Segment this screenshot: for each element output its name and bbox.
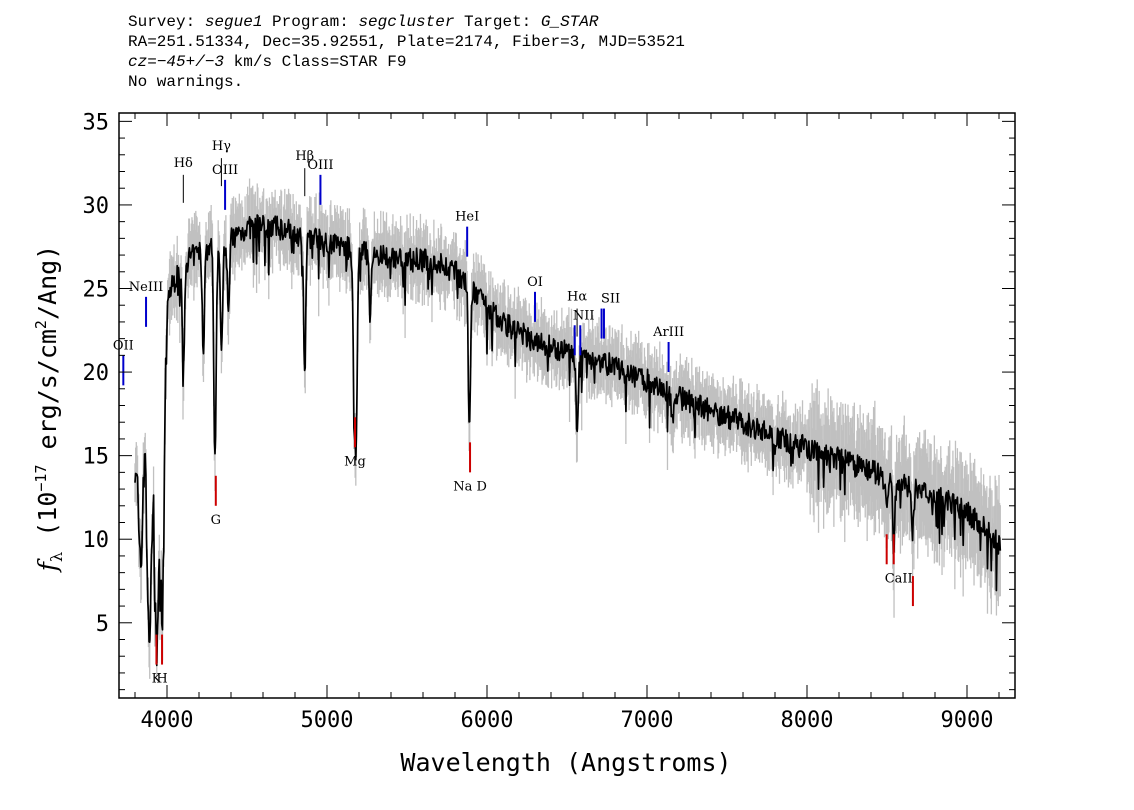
y-axis-label: fλ (10−17 erg/s/cm2/Ang) — [32, 245, 66, 573]
balmer-label: Hβ — [295, 149, 314, 164]
spectrum-header: Survey: segue1 Program: segcluster Targe… — [128, 12, 685, 92]
y-tick-label: 30 — [83, 194, 110, 219]
y-tick-label: 25 — [83, 278, 110, 303]
emission-label: NII — [573, 308, 595, 323]
emission-label: OII — [113, 338, 134, 353]
x-tick-label: 4000 — [141, 708, 194, 733]
flux-series — [134, 214, 1002, 667]
x-tick-label: 7000 — [621, 708, 674, 733]
emission-label: SII — [601, 292, 620, 307]
y-tick-label: 35 — [83, 110, 110, 135]
axis-ticks: 4000 5000 6000 7000 8000 9000 5 10 15 20 25 30 35 — [83, 110, 1015, 733]
absorption-label: Mg — [344, 454, 366, 469]
emission-label: ArIII — [652, 325, 684, 340]
emission-label: NeIII — [129, 280, 163, 295]
y-tick-label: 15 — [83, 445, 110, 470]
absorption-label: H — [156, 672, 167, 687]
redshift-class-line: cz=−45+/−3 km/s Class=STAR F9 — [128, 53, 407, 71]
flux-layer — [134, 214, 1002, 667]
warnings-line: No warnings. — [128, 73, 244, 91]
absorption-label: G — [211, 513, 221, 528]
emission-label: HeI — [455, 210, 479, 225]
balmer-label: Hα — [567, 290, 587, 305]
emission-label: OIII — [212, 163, 238, 178]
x-tick-label: 9000 — [941, 708, 994, 733]
y-tick-label: 10 — [83, 528, 110, 553]
x-tick-label: 8000 — [781, 708, 834, 733]
survey-line: Survey: segue1 Program: segcluster Targe… — [128, 13, 599, 31]
balmer-label: Hδ — [174, 156, 193, 171]
emission-label: OI — [527, 275, 543, 290]
balmer-label: Hγ — [212, 139, 231, 154]
y-tick-label: 5 — [96, 612, 109, 637]
coordinates-line: RA=251.51334, Dec=35.92551, Plate=2174, … — [128, 33, 685, 51]
line-marker-layer: OII NeIII OIII OIII HeI OI NII SII ArIII Hδ Hγ Hβ Hα… — [113, 139, 914, 687]
absorption-label: K — [152, 672, 162, 687]
x-tick-label: 6000 — [461, 708, 514, 733]
x-axis-label: Wavelength (Angstroms) — [400, 748, 731, 777]
emission-label: OIII — [307, 158, 333, 173]
absorption-label: Na D — [453, 479, 487, 494]
x-tick-label: 5000 — [301, 708, 354, 733]
absorption-label: CaII — [885, 571, 913, 586]
y-tick-label: 20 — [83, 361, 110, 386]
